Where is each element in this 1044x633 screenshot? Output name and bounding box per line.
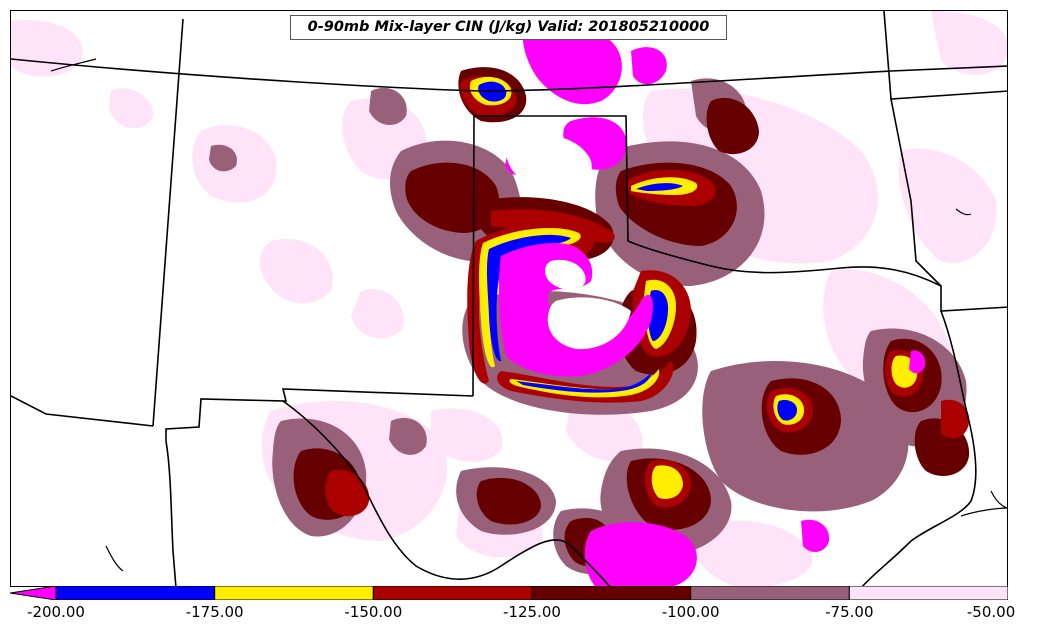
colorbar-bin	[372, 586, 533, 600]
cin-field-extreme	[498, 19, 926, 586]
boundary-lines	[11, 11, 1007, 586]
colorbar-tick-label: -200.00	[27, 603, 85, 621]
colorbar-bin	[531, 586, 692, 600]
colorbar	[10, 586, 1008, 600]
cin-map	[11, 11, 1007, 586]
colorbar-under-triangle	[10, 586, 57, 600]
colorbar-bin	[55, 586, 216, 600]
coastline	[50, 58, 1007, 572]
colorbar-tick-label: -75.00	[825, 603, 874, 621]
cin-field-low	[506, 133, 631, 350]
colorbar-tick-label: -175.00	[185, 603, 244, 621]
colorbar-tick-label: -50.00	[966, 603, 1016, 621]
colorbar-tick-label: -150.00	[344, 603, 403, 621]
colorbar-bin	[690, 586, 850, 600]
colorbar-tick-label: -100.00	[661, 603, 720, 621]
colorbar-bin	[214, 586, 374, 600]
map-title: 0-90mb Mix-layer CIN (J/kg) Valid: 20180…	[290, 15, 727, 40]
map-panel	[10, 10, 1008, 587]
colorbar-bin	[848, 586, 1008, 600]
colorbar-tick-label: -125.00	[503, 603, 561, 621]
